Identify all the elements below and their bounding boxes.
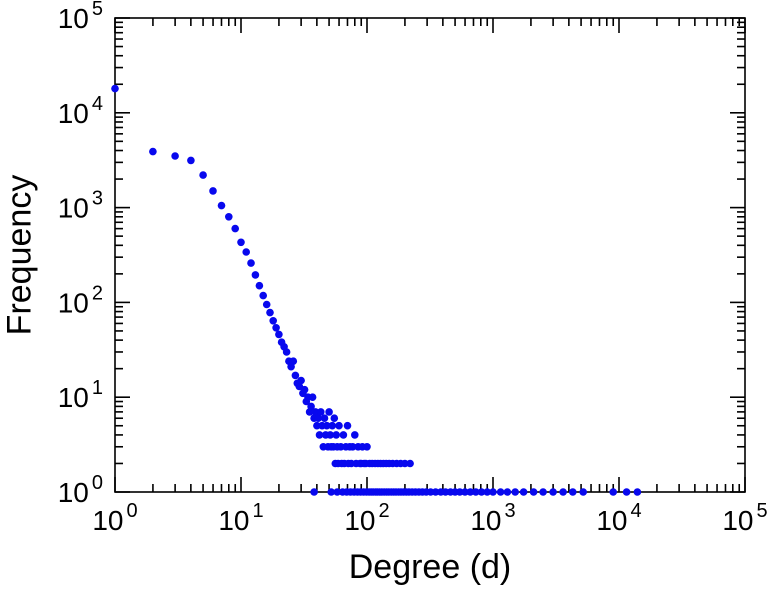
data-point [569,488,577,496]
data-point [149,147,157,156]
data-point [308,393,317,402]
x-tick-label: 10 1 [218,500,263,536]
y-tick-label: 10 5 [58,0,103,34]
data-point [559,488,567,496]
data-point [297,376,305,385]
data-point [199,171,207,179]
x-tick-label: 10 2 [344,500,389,536]
data-point [262,300,271,309]
data-point [333,488,342,496]
y-axis-label: Frequency [0,174,39,336]
data-point [311,408,320,416]
data-point [171,152,179,160]
data-point [633,488,642,496]
data-point [247,259,255,267]
data-point [519,488,528,496]
data-point [289,357,298,366]
data-point [231,224,239,233]
data-point [343,421,352,430]
data-point [317,408,325,416]
data-point [313,421,321,430]
x-tick-label: 10 3 [470,500,515,536]
data-point [282,348,291,356]
data-point [300,385,309,394]
tick-labels: 10 0 10 1 10 2 10 3 10 4 10 5 10 0 10 1 10 2 10 3 10 4 10 5 [58,0,768,536]
data-point [272,324,280,332]
data-point [217,201,226,210]
data-point [275,330,283,339]
scatter-points [111,84,642,496]
data-point [579,488,587,496]
data-point [363,443,371,451]
data-point [111,84,119,93]
data-point [314,414,323,423]
data-point [472,488,480,496]
data-point [339,431,348,439]
data-point [477,488,486,496]
data-point [225,213,233,221]
data-point [326,431,335,439]
y-tick-label: 10 4 [58,93,103,129]
data-point [251,271,260,279]
data-point [466,488,475,496]
data-point [489,488,497,496]
data-point [259,291,268,300]
data-point [315,431,324,439]
data-point [511,488,519,496]
data-point [237,238,245,247]
x-tick-label: 10 5 [722,500,767,536]
data-point [503,488,512,496]
data-point [330,414,339,423]
data-point [332,431,341,439]
y-tick-label: 10 3 [58,188,103,224]
x-axis-label: Degree (d) [348,548,512,586]
data-point [291,371,300,380]
data-point [323,421,331,430]
data-point [609,488,617,496]
data-point [242,248,250,256]
data-point [622,488,631,496]
x-tick-label: 10 4 [596,500,641,536]
data-point [431,488,440,496]
y-tick-label: 10 1 [58,377,103,413]
x-tick-label: 10 0 [92,500,137,536]
data-point [539,488,547,496]
axis-ticks [114,17,746,493]
data-point [327,488,336,496]
data-point [325,408,333,416]
y-tick-label: 10 2 [58,282,103,318]
data-point [266,308,274,317]
data-point [401,459,409,468]
data-point [549,488,557,496]
data-point [406,459,414,468]
data-point [187,156,195,165]
data-point [307,402,315,411]
data-point [310,488,318,496]
data-point [269,317,278,325]
data-point [351,431,359,439]
y-tick-label: 10 0 [58,472,103,508]
data-point [335,421,343,430]
data-point [320,414,329,423]
data-point [461,488,469,496]
data-point [209,187,217,195]
data-point [529,488,538,496]
plot-frame [114,17,746,493]
data-point [483,488,492,496]
data-point [328,421,337,430]
data-point [456,488,464,496]
data-point [348,443,357,451]
data-point [255,281,264,290]
data-point [496,488,505,496]
